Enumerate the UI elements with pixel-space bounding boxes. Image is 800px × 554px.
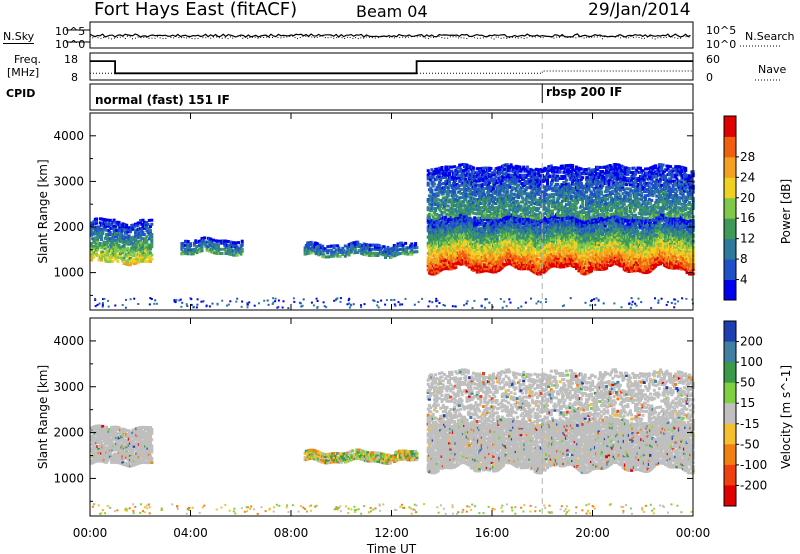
power-panel-echo-band-3 [426, 212, 695, 276]
velocity-panel-colorbar-segment [724, 423, 736, 445]
velocity-panel-colorbar-segment [724, 485, 736, 507]
power-panel-colorbar-segment [724, 136, 736, 158]
time-tick-label: 04:00 [173, 526, 208, 540]
velocity-panel [89, 317, 739, 517]
freq-panel-frame [89, 52, 694, 81]
freq-label-line2: [MHz] [7, 66, 40, 79]
velocity-panel-ytick-label: 1000 [53, 471, 84, 485]
nsky-label: N.Sky [3, 30, 35, 44]
velocity-panel-echo-band-0 [90, 424, 154, 468]
power-panel-colorbar-tick-label: 20 [740, 191, 755, 205]
power-panel-colorbar-tick-label: 24 [740, 170, 755, 184]
time-tick-label: 12:00 [374, 526, 409, 540]
beam-label: Beam 04 [356, 2, 428, 21]
time-tick-label: 00:00 [676, 526, 711, 540]
nave-tick-bottom: 0 [706, 71, 713, 84]
velocity-panel-colorbar-segment [724, 444, 736, 466]
freq-tick-bottom: 8 [71, 71, 78, 84]
velocity-panel-ytick-label: 3000 [53, 380, 84, 394]
station-title: Fort Hays East (fitACF) [94, 0, 298, 20]
nsky-series-line [89, 33, 691, 38]
velocity-panel-colorbar-segment [724, 321, 736, 343]
velocity-panel-colorbar-segment [724, 341, 736, 363]
velocity-panel-colorbar-tick-label: 15 [740, 396, 755, 410]
power-panel-colorbar [723, 115, 739, 301]
velocity-panel-colorbar-label: Velocity [m s^-1] [779, 365, 793, 469]
power-panel-colorbar-tick-label: 16 [740, 211, 755, 225]
freq-series-line [90, 60, 693, 75]
velocity-panel-colorbar-tick-label: 200 [740, 335, 763, 349]
velocity-panel-colorbar-segment [724, 403, 736, 425]
velocity-panel-colorbar-tick-label: -50 [740, 437, 760, 451]
power-panel-colorbar-tick-label: 8 [740, 252, 748, 266]
power-panel-ytick-label: 1000 [53, 266, 84, 280]
velocity-panel-colorbar-tick-label: -100 [740, 458, 767, 472]
power-panel [89, 112, 739, 311]
power-panel-echo-band-2 [303, 240, 419, 259]
power-panel-ytick-label: 4000 [53, 129, 84, 143]
power-panel-colorbar-tick-label: 4 [740, 273, 748, 287]
nsearch-tick-top: 10^5 [706, 24, 737, 37]
power-panel-ylabel: Slant Range [km] [36, 159, 50, 263]
velocity-panel-echo-band-3 [426, 368, 695, 427]
power-panel-echo-band-0 [90, 217, 154, 267]
velocity-panel-colorbar-segment [724, 362, 736, 384]
power-panel-colorbar-segment [724, 177, 736, 199]
power-panel-colorbar-frame [723, 115, 737, 301]
power-panel-colorbar-tick-label: 12 [740, 232, 755, 246]
power-panel-colorbar-segment [724, 259, 736, 280]
velocity-panel-ytick-label: 4000 [53, 334, 84, 348]
date-label: 29/Jan/2014 [588, 0, 691, 20]
velocity-panel-echo-band-2 [426, 417, 695, 475]
power-panel-colorbar-segment [724, 156, 736, 178]
time-tick-label: 08:00 [274, 526, 309, 540]
mode-label-normal: normal (fast) 151 IF [95, 93, 230, 107]
time-tick-label: 00:00 [73, 526, 108, 540]
velocity-panel-ylabel: Slant Range [km] [36, 365, 50, 469]
power-panel-colorbar-segment [724, 116, 736, 137]
time-tick-label: 16:00 [475, 526, 510, 540]
time-tick-label: 20:00 [575, 526, 610, 540]
cpid-label: CPID [6, 87, 36, 100]
power-panel-colorbar-segment [724, 238, 736, 260]
time-axis-label: Time UT [366, 542, 417, 554]
power-panel-colorbar-label: Power [dB] [779, 179, 793, 244]
nave-label: Nave [758, 63, 787, 76]
velocity-panel-ytick-label: 2000 [53, 426, 84, 440]
velocity-panel-colorbar [723, 320, 739, 507]
nsearch-label: N.Search [745, 30, 795, 43]
nsky-tick-bottom: 10^0 [55, 38, 86, 51]
power-panel-ytick-label: 3000 [53, 174, 84, 188]
power-panel-echo-band-1 [180, 236, 244, 257]
nave-tick-top: 60 [706, 53, 720, 66]
velocity-panel-colorbar-tick-label: 100 [740, 355, 763, 369]
velocity-panel-colorbar-tick-label: -15 [740, 417, 760, 431]
velocity-panel-echo-band-1 [303, 448, 419, 465]
power-panel-ytick-label: 2000 [53, 220, 84, 234]
nsearch-tick-bottom: 10^0 [706, 38, 737, 51]
freq-tick-top: 18 [64, 53, 78, 66]
velocity-panel-colorbar-tick-label: 50 [740, 376, 755, 390]
power-panel-colorbar-segment [724, 197, 736, 219]
power-panel-colorbar-tick-label: 28 [740, 150, 755, 164]
nsky-panel-frame [89, 21, 694, 49]
power-panel-colorbar-segment [724, 279, 736, 301]
velocity-panel-colorbar-segment [724, 382, 736, 404]
mode-label-rbsp: rbsp 200 IF [546, 85, 623, 99]
velocity-panel-colorbar-segment [724, 464, 736, 486]
velocity-panel-colorbar-frame [723, 320, 737, 507]
velocity-panel-colorbar-tick-label: -200 [740, 478, 767, 492]
velocity-panel-near-range-clutter [91, 503, 693, 515]
power-panel-near-range-clutter [94, 297, 694, 310]
freq-label-line1: Freq. [14, 53, 42, 66]
cpid-panel-frame [89, 83, 694, 111]
power-panel-colorbar-segment [724, 218, 736, 240]
nsky-tick-top: 10^5 [55, 25, 86, 38]
nave-series-line [90, 70, 693, 74]
